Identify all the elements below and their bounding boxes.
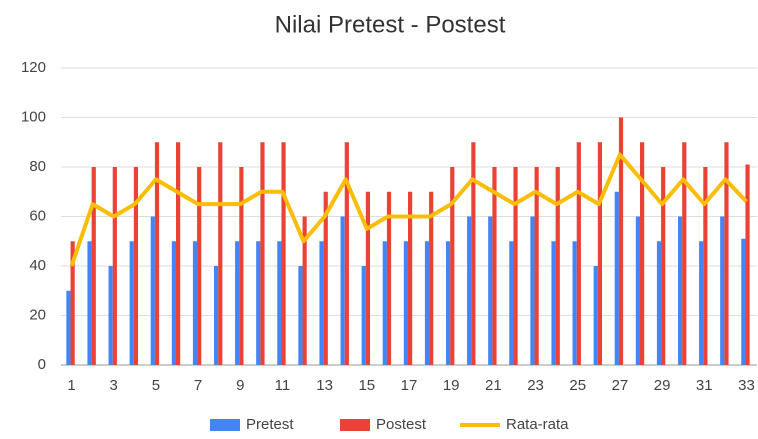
- bar: [408, 191, 413, 365]
- bar: [614, 191, 619, 365]
- bar: [319, 241, 324, 365]
- x-tick-label: 15: [358, 377, 375, 394]
- bar: [302, 216, 307, 365]
- bar: [745, 164, 750, 365]
- y-tick-label: 60: [29, 207, 46, 224]
- x-tick-label: 1: [67, 377, 75, 394]
- bar: [66, 290, 71, 365]
- x-tick-label: 31: [696, 377, 713, 394]
- bar: [467, 216, 472, 365]
- y-tick-label: 80: [29, 158, 46, 175]
- bar: [656, 241, 662, 365]
- bar: [530, 216, 535, 365]
- bar: [429, 191, 434, 365]
- y-tick-label: 0: [38, 356, 46, 373]
- x-tick-label: 11: [275, 377, 291, 394]
- bar: [593, 266, 598, 365]
- bar: [677, 216, 683, 365]
- bar: [724, 142, 729, 365]
- bar: [618, 117, 624, 365]
- x-tick-label: 23: [527, 377, 544, 394]
- bar: [260, 142, 265, 365]
- bar: [256, 241, 261, 365]
- bar: [534, 167, 539, 365]
- chart-title: Nilai Pretest - Postest: [275, 11, 506, 38]
- bar: [108, 266, 113, 365]
- x-tick-label: 21: [485, 377, 502, 394]
- bar: [133, 167, 139, 365]
- bar: [218, 142, 223, 365]
- bar: [323, 191, 328, 365]
- bar: [576, 142, 581, 365]
- line: [69, 152, 748, 267]
- bar: [277, 241, 282, 365]
- bar: [298, 266, 303, 365]
- bar: [213, 266, 219, 365]
- bar: [87, 241, 92, 365]
- bar: [661, 167, 666, 365]
- x-tick-label: 3: [110, 377, 118, 394]
- bar: [635, 216, 640, 365]
- bar: [450, 167, 455, 365]
- y-tick-label: 100: [21, 108, 46, 125]
- legend-label: Rata-rata: [506, 416, 569, 433]
- x-tick-label: 29: [654, 377, 671, 394]
- x-tick-label: 13: [316, 377, 333, 394]
- bar: [513, 167, 518, 365]
- bar: [91, 167, 96, 365]
- x-tick-label: 27: [612, 377, 629, 394]
- x-tick-label: 33: [738, 377, 755, 394]
- bar: [154, 142, 160, 365]
- x-tick-label: 7: [194, 377, 202, 394]
- bar: [703, 167, 708, 365]
- bar: [445, 241, 451, 365]
- legend-swatch: [210, 419, 240, 431]
- bar: [551, 241, 556, 365]
- x-tick-label: 17: [401, 377, 418, 394]
- bar: [70, 241, 75, 365]
- x-tick-label: 5: [152, 377, 160, 394]
- bar: [129, 241, 134, 365]
- bar: [197, 167, 202, 365]
- bar: [682, 142, 687, 365]
- bar: [640, 142, 645, 365]
- bar: [403, 241, 408, 365]
- bar: [572, 241, 577, 365]
- bar: [424, 241, 430, 365]
- bar: [340, 216, 345, 365]
- x-tick-label: 25: [569, 377, 586, 394]
- bar: [239, 167, 244, 365]
- bar: [112, 167, 117, 365]
- bar: [488, 216, 493, 365]
- bar: [492, 167, 497, 365]
- bar: [597, 142, 603, 365]
- bar: [720, 216, 725, 365]
- bar: [699, 241, 704, 365]
- x-tick-label: 19: [443, 377, 460, 394]
- bar: [176, 142, 181, 365]
- y-tick-label: 20: [29, 306, 46, 323]
- y-tick-label: 120: [21, 59, 46, 76]
- bar: [382, 241, 387, 365]
- bar: [344, 142, 349, 365]
- bar: [741, 238, 746, 365]
- bar: [235, 241, 240, 365]
- bar: [509, 241, 514, 365]
- bar: [281, 142, 286, 365]
- bar: [150, 216, 155, 365]
- legend-label: Pretest: [246, 416, 294, 433]
- bar: [192, 241, 198, 365]
- bar: [171, 241, 176, 365]
- y-tick-label: 40: [29, 257, 46, 274]
- bar: [555, 167, 560, 365]
- x-tick-label: 9: [236, 377, 244, 394]
- legend-swatch: [340, 419, 370, 431]
- legend-label: Postest: [376, 416, 427, 433]
- bar: [361, 266, 366, 365]
- bar: [365, 191, 371, 365]
- bar: [471, 142, 476, 365]
- bar: [386, 191, 392, 365]
